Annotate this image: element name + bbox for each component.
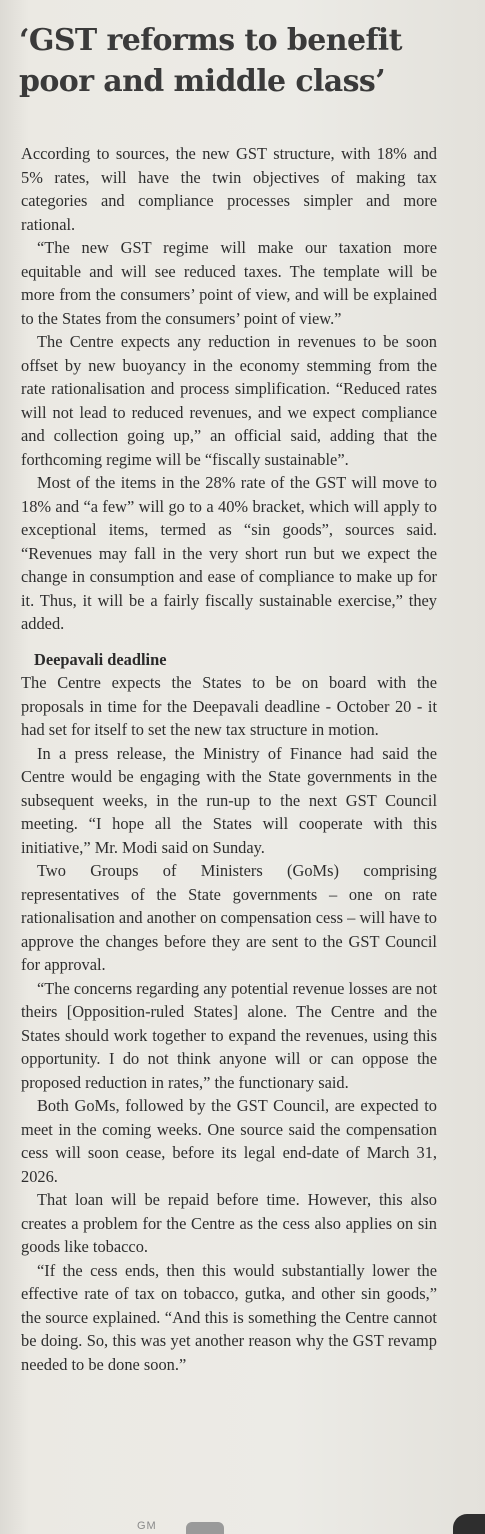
paragraph: “If the cess ends, then this would subst… bbox=[21, 1260, 437, 1374]
paragraph: “The new GST regime will make our taxati… bbox=[21, 238, 437, 328]
paragraph: The Centre expects the States to be on b… bbox=[21, 673, 437, 739]
paragraph: That loan will be repaid before time. Ho… bbox=[21, 1190, 437, 1256]
headline: ‘GST reforms to benefit poor and middle … bbox=[19, 23, 402, 99]
footer-bar-decoration bbox=[186, 1522, 224, 1534]
paragraph: Both GoMs, followed by the GST Council, … bbox=[21, 1096, 437, 1186]
footer-tag: GM bbox=[137, 1520, 157, 1532]
paragraph: In a press release, the Ministry of Fina… bbox=[21, 743, 437, 857]
corner-shadow-decoration bbox=[453, 1514, 485, 1534]
page-footer: GM bbox=[0, 1512, 485, 1534]
article-body: According to sources, the new GST struct… bbox=[21, 142, 437, 1376]
paragraph: The Centre expects any reduction in reve… bbox=[21, 332, 437, 469]
paragraph: “The concerns regarding any potential re… bbox=[21, 978, 437, 1092]
paragraph: Most of the items in the 28% rate of the… bbox=[21, 473, 437, 633]
subheading: Deepavali deadline bbox=[34, 649, 167, 669]
paragraph: Two Groups of Ministers (GoMs) comprisin… bbox=[21, 861, 437, 974]
paragraph: According to sources, the new GST struct… bbox=[21, 144, 437, 234]
